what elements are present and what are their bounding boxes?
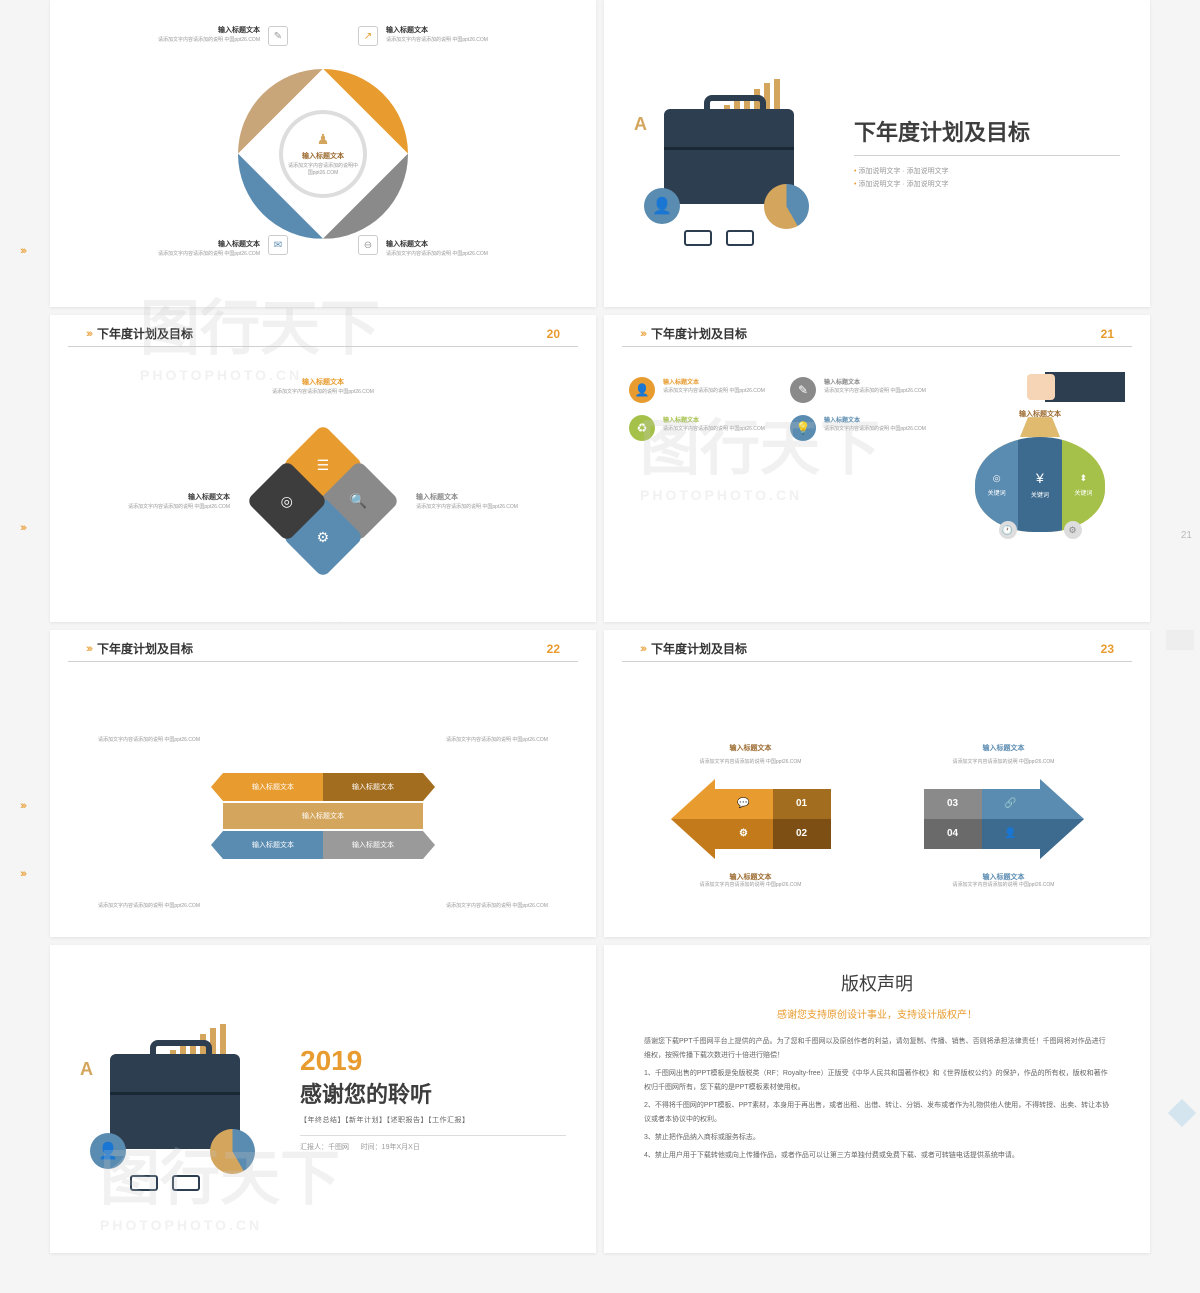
label-right: 输入标题文本 请添加文字内容请添加的说明 中国ppt26.COM — [416, 491, 536, 510]
list-item: 👤 输入标题文本请添加文字内容请添加的说明 中国ppt26.COM — [629, 377, 774, 403]
chevron-icon: ››› — [86, 328, 91, 340]
side-text: 请添加文字内容请添加的说明 中国ppt26.COM — [90, 737, 200, 744]
ribbon-diagram: 输入标题文本 输入标题文本 输入标题文本 输入标题文本 输入标题文本 — [223, 773, 423, 859]
label-left: 输入标题文本 请添加文字内容请添加的说明 中国ppt26.COM — [110, 491, 230, 510]
chevron-icon: ››› — [640, 328, 645, 340]
side-text: 请添加文字内容请添加的说明 中国ppt26.COM — [90, 903, 200, 910]
slide-20[interactable]: ››› 下年度计划及目标 20 输入标题文本 请添加文字内容请添加的说明 中国p… — [50, 315, 596, 622]
ribbon-cell: 输入标题文本 — [223, 831, 323, 859]
annotation: 输入标题文本 请添加文字内容请添加的说明 中国ppt26.COM — [386, 25, 516, 44]
ribbon-cell: 输入标题文本 — [323, 831, 423, 859]
hand-icon — [1045, 372, 1125, 402]
clock-icon: 🕐 — [999, 521, 1017, 539]
list-item: ♻ 输入标题文本请添加文字内容请添加的说明 中国ppt26.COM — [629, 415, 774, 441]
label-top: 输入标题文本 请添加文字内容请添加的说明 中国ppt26.COM — [263, 377, 383, 396]
ribbon-cell: 输入标题文本 — [323, 773, 423, 801]
ribbon-mid: 输入标题文本 — [223, 803, 423, 829]
slide-title: 下年度计划及目标 — [97, 325, 193, 342]
circular-diagram: ♟ 输入标题文本 请添加文字内容请添加的说明中国ppt26.COM — [238, 69, 408, 239]
page-number: 21 — [1101, 327, 1114, 341]
side-text: 请添加文字内容请添加的说明 中国ppt26.COM — [446, 903, 556, 910]
edit-icon: ✎ — [790, 377, 816, 403]
center-label: ♟ 输入标题文本 请添加文字内容请添加的说明中国ppt26.COM — [283, 114, 363, 194]
arrow-cell: 💬 — [715, 789, 773, 819]
annotation: 输入标题文本 请添加文字内容请添加的说明 中国ppt26.COM — [130, 239, 260, 258]
bag-segment: ¥关键词 — [1018, 437, 1061, 532]
slide-21[interactable]: ››› 下年度计划及目标 21 👤 输入标题文本请添加文字内容请添加的说明 中国… — [604, 315, 1150, 622]
pie-icon — [764, 184, 809, 229]
annotation: 输入标题文本 请添加文字内容请添加的说明 中国ppt26.COM — [130, 25, 260, 44]
arrow-cell: ⚙ — [715, 819, 773, 849]
list-item: 💡 输入标题文本请添加文字内容请添加的说明 中国ppt26.COM — [790, 415, 935, 441]
slide-title: 下年度计划及目标 — [651, 640, 747, 657]
page-number: 20 — [547, 327, 560, 341]
slide-title: 下年度计划及目标 — [97, 640, 193, 657]
slide-circular[interactable]: 输入标题文本 请添加文字内容请添加的说明 中国ppt26.COM ✎ 输入标题文… — [50, 0, 596, 307]
thanks-title: 感谢您的聆听 — [300, 1077, 566, 1109]
bullet-list: 添加说明文字 · 添加说明文字 添加说明文字 · 添加说明文字 — [854, 166, 1120, 191]
chevron-icon: ››› — [640, 643, 645, 655]
briefcase-illustration: A 👤 — [634, 59, 824, 249]
ribbon-cell: 输入标题文本 — [223, 773, 323, 801]
slide-thanks[interactable]: A 👤 2019 感谢您的聆听 【年终总结】【新年计划】【述职报告】【工作汇报】… — [50, 945, 596, 1252]
side-text: 请添加文字内容请添加的说明 中国ppt26.COM — [446, 737, 556, 744]
slide-copyright[interactable]: 版权声明 感谢您支持原创设计事业，支持设计版权产！ 感谢您下载PPT千图网平台上… — [604, 945, 1150, 1252]
year-text: 2019 — [300, 1045, 566, 1077]
person-icon: 👤 — [90, 1133, 126, 1169]
chevron-icon: ››› — [86, 643, 91, 655]
bulb-icon: 💡 — [790, 415, 816, 441]
gutter-diamond — [1168, 1098, 1196, 1126]
petal-diagram: ☰ 🔍 ⚙ ◎ — [258, 436, 388, 566]
person-icon: 👤 — [644, 188, 680, 224]
arrow-cell: 🔗 — [982, 789, 1040, 819]
list-item: ✎ 输入标题文本请添加文字内容请添加的说明 中国ppt26.COM — [790, 377, 935, 403]
bag-segment: ⬍关键词 — [1062, 437, 1105, 532]
annotation: 输入标题文本 请添加文字内容请添加的说明 中国ppt26.COM — [386, 239, 516, 258]
arrow-cell: 03 — [924, 789, 982, 819]
margin-chevron: ››› — [20, 868, 25, 880]
right-gutter: 21 — [1160, 0, 1200, 1293]
copyright-title: 版权声明 — [644, 970, 1110, 996]
slide-title: 下年度计划及目标 — [651, 325, 747, 342]
arrow-right-shape: 03 🔗 04 👤 — [924, 779, 1084, 859]
glasses-icon — [684, 230, 754, 244]
page-number: 23 — [1101, 642, 1114, 656]
briefcase-illustration: A 👤 — [80, 1004, 270, 1194]
arrow-cell: 02 — [773, 819, 831, 849]
arrow-left-shape: 💬 01 ⚙ 02 — [671, 779, 831, 859]
money-bag-illustration: 输入标题文本 ◎关键词 ¥关键词 ⬍关键词 🕐 ⚙ — [955, 367, 1125, 622]
edit-icon: ✎ — [268, 26, 288, 46]
recycle-icon: ♻ — [629, 415, 655, 441]
user-icon: 👤 — [629, 377, 655, 403]
slide-22[interactable]: ››› 下年度计划及目标 22 请添加文字内容请添加的说明 中国ppt26.CO… — [50, 630, 596, 937]
arrow-cell: 👤 — [982, 819, 1040, 849]
section-title: 下年度计划及目标 — [854, 115, 1120, 156]
pie-icon — [210, 1129, 255, 1174]
tag-list: 【年终总结】【新年计划】【述职报告】【工作汇报】 — [300, 1115, 566, 1125]
share-icon: ↗ — [358, 26, 378, 46]
margin-chevron: ››› — [20, 800, 25, 812]
copyright-body: 感谢您下载PPT千图网平台上提供的产品。为了您和千图网以及原创作者的利益，请勿复… — [644, 1035, 1110, 1163]
label-bottom: 输入标题文本 请添加文字内容请添加的说明 中国ppt26.COM — [263, 621, 383, 623]
icon-list: 👤 输入标题文本请添加文字内容请添加的说明 中国ppt26.COM ✎ 输入标题… — [629, 367, 935, 622]
slide-section-title[interactable]: A 👤 下年度计划及目标 添加说明文字 · 添加说明文字 添加说明文字 · 添加… — [604, 0, 1150, 307]
meta-row: 汇报人：千图网 时间：19年X月X日 — [300, 1135, 566, 1152]
margin-chevron: ››› — [20, 245, 25, 257]
glasses-icon — [130, 1175, 200, 1189]
arrow-right-group: 输入标题文本 请添加文字内容请添加的说明 中国ppt26.COM 03 🔗 04… — [887, 743, 1120, 888]
arrow-left-group: 输入标题文本 请添加文字内容请添加的说明 中国ppt26.COM 💬 01 ⚙ … — [634, 743, 867, 888]
copyright-subtitle: 感谢您支持原创设计事业，支持设计版权产！ — [644, 1006, 1110, 1021]
arrow-cell: 01 — [773, 789, 831, 819]
gear-icon: ⚙ — [1064, 521, 1082, 539]
gutter-box — [1166, 630, 1194, 650]
slide-23[interactable]: ››› 下年度计划及目标 23 输入标题文本 请添加文字内容请添加的说明 中国p… — [604, 630, 1150, 937]
margin-chevron: ››› — [20, 522, 25, 534]
gutter-number: 21 — [1181, 530, 1192, 541]
arrow-cell: 04 — [924, 819, 982, 849]
page-number: 22 — [547, 642, 560, 656]
bag-segment: ◎关键词 — [975, 437, 1018, 532]
